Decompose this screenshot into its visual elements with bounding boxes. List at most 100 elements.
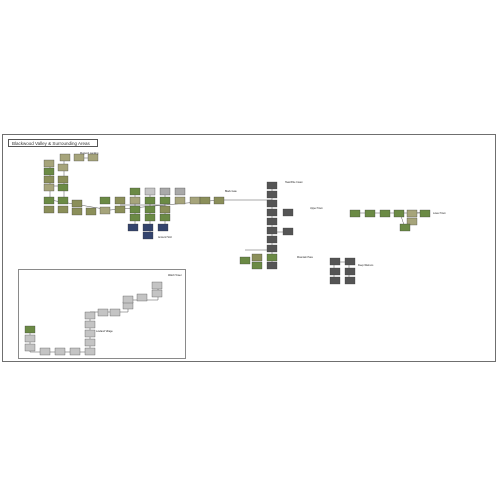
map-frame: Blackwood Valley & Surrounding Areas: [2, 134, 496, 362]
room-node: [24, 334, 36, 343]
room-node: [406, 209, 418, 218]
room-node: [266, 253, 278, 262]
room-node: [129, 196, 141, 205]
label-city: Black Gate: [225, 190, 237, 193]
room-node: [282, 227, 294, 236]
room-node: [344, 267, 356, 276]
room-node: [84, 311, 96, 320]
room-node: [144, 187, 156, 196]
room-node: [43, 196, 55, 205]
label-lower-dark: Deep Warrens: [358, 264, 374, 267]
room-node: [344, 276, 356, 285]
room-node: [69, 347, 81, 356]
label-far-east-sub: Lower Town: [433, 212, 446, 215]
room-node: [136, 293, 148, 302]
room-node: [84, 329, 96, 338]
room-node: [114, 196, 126, 205]
room-node: [251, 261, 263, 270]
room-node: [84, 320, 96, 329]
room-node: [349, 209, 361, 218]
room-node: [144, 196, 156, 205]
room-node: [364, 209, 376, 218]
room-node: [129, 213, 141, 222]
room-node: [159, 187, 171, 196]
room-node: [199, 196, 211, 205]
room-node: [399, 223, 411, 232]
room-node: [266, 190, 278, 199]
room-node: [73, 153, 85, 162]
room-node: [393, 209, 405, 218]
label-east-2: Mountain Pass: [297, 256, 313, 259]
room-node: [239, 256, 251, 265]
room-node: [266, 261, 278, 270]
room-node: [43, 167, 55, 176]
room-node: [406, 217, 418, 226]
room-node: [122, 295, 134, 304]
room-node: [57, 183, 69, 192]
room-node: [87, 153, 99, 162]
room-node: [189, 196, 201, 205]
room-node: [282, 208, 294, 217]
room-node: [127, 223, 139, 232]
room-node: [419, 209, 431, 218]
room-node: [109, 308, 121, 317]
room-node: [142, 231, 154, 240]
room-node: [266, 199, 278, 208]
room-node: [266, 208, 278, 217]
room-node: [57, 163, 69, 172]
room-node: [84, 347, 96, 356]
room-node: [39, 347, 51, 356]
room-node: [71, 207, 83, 216]
room-node: [84, 338, 96, 347]
inset-map-frame: [18, 269, 186, 359]
room-node: [99, 206, 111, 215]
room-node: [54, 347, 66, 356]
room-node: [329, 276, 341, 285]
room-node: [43, 175, 55, 184]
label-top-cluster: Mugwort Landing: [80, 152, 99, 155]
room-node: [24, 343, 36, 352]
room-node: [142, 223, 154, 232]
room-node: [59, 153, 71, 162]
room-node: [97, 308, 109, 317]
room-node: [344, 257, 356, 266]
room-node: [129, 205, 141, 214]
room-node: [144, 213, 156, 222]
room-node: [329, 257, 341, 266]
label-south-cluster: Ancient Hold: [158, 236, 172, 239]
room-node: [266, 235, 278, 244]
room-node: [159, 205, 171, 214]
room-node: [71, 199, 83, 208]
room-node: [266, 244, 278, 253]
room-node: [159, 196, 171, 205]
room-node: [24, 325, 36, 334]
room-node: [213, 196, 225, 205]
room-node: [157, 223, 169, 232]
room-node: [114, 205, 126, 214]
room-node: [174, 196, 186, 205]
room-node: [43, 183, 55, 192]
room-node: [85, 207, 97, 216]
room-node: [99, 196, 111, 205]
room-node: [151, 289, 163, 298]
room-node: [329, 267, 341, 276]
label-far-east: Upper Town: [310, 207, 323, 210]
room-node: [57, 196, 69, 205]
label-inset-mid: Lowland Village: [96, 330, 113, 333]
room-node: [57, 205, 69, 214]
room-node: [266, 181, 278, 190]
label-east-1: Hearthfire Coast: [285, 181, 303, 184]
room-node: [174, 187, 186, 196]
room-node: [43, 205, 55, 214]
room-node: [129, 187, 141, 196]
room-node: [266, 217, 278, 226]
room-node: [379, 209, 391, 218]
room-node: [57, 175, 69, 184]
room-node: [144, 205, 156, 214]
map-title: Blackwood Valley & Surrounding Areas: [8, 139, 98, 147]
room-node: [151, 281, 163, 290]
label-inset-top: Watch Tower: [168, 274, 182, 277]
room-node: [43, 159, 55, 168]
room-node: [251, 253, 263, 262]
